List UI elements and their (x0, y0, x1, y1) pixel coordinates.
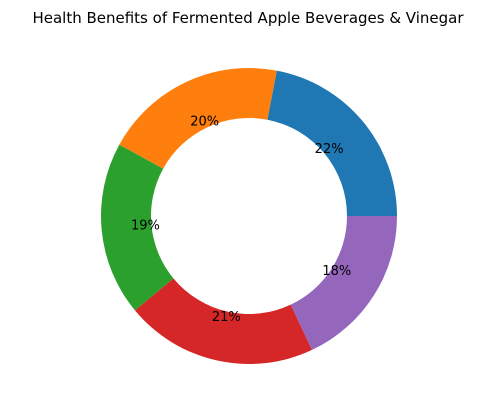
donut-slices (101, 68, 397, 364)
slice-percent-label-3: 19% (131, 218, 160, 233)
slice-percent-label-1: 22% (315, 142, 344, 157)
donut-slice-3 (101, 144, 174, 311)
slice-percent-label-4: 21% (212, 310, 241, 325)
donut-slice-1 (267, 70, 397, 216)
donut-slice-4 (134, 278, 313, 364)
slice-percent-label-5: 18% (322, 264, 351, 279)
donut-slice-2 (119, 68, 277, 169)
chart-title: Health Benefits of Fermented Apple Bever… (32, 9, 464, 27)
donut-slice-5 (290, 216, 397, 350)
percent-labels: 22% 20% 19% 21% 18% (131, 114, 351, 325)
slice-percent-label-2: 20% (190, 114, 219, 129)
